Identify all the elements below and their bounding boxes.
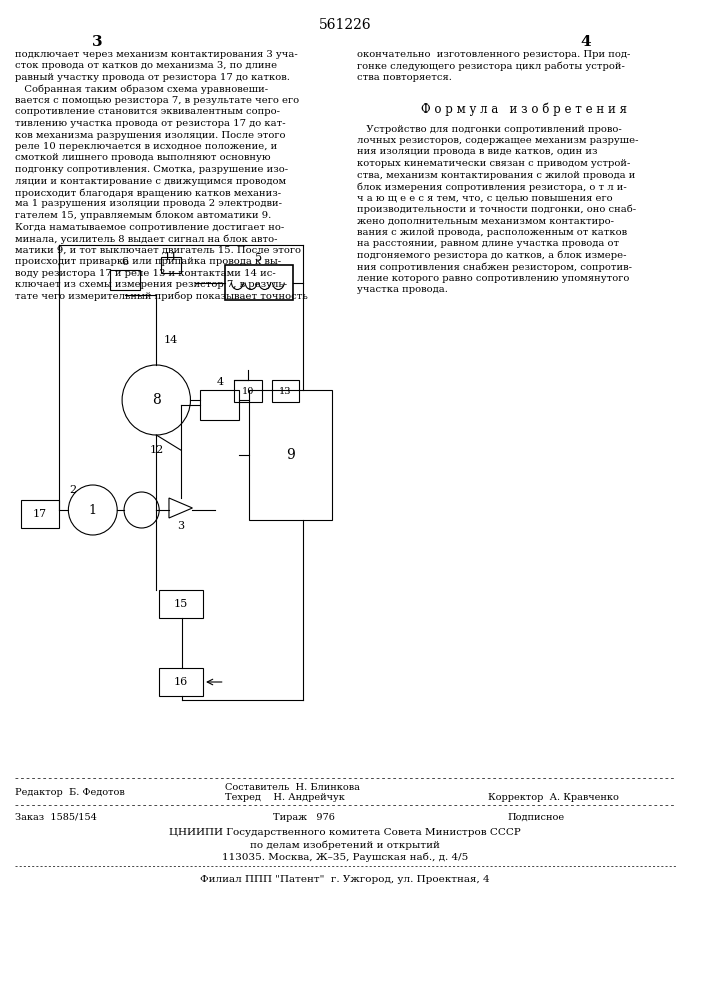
Text: Редактор  Б. Федотов: Редактор Б. Федотов [15,788,124,797]
Text: тивлению участка провода от резистора 17 до кат-: тивлению участка провода от резистора 17… [15,119,286,128]
Text: смоткой лишнего провода выполняют основную: смоткой лишнего провода выполняют основн… [15,153,270,162]
Text: 14: 14 [164,335,178,345]
Bar [200,390,239,420]
Text: 561226: 561226 [318,18,371,32]
Text: 4: 4 [580,35,591,49]
Text: ков механизма разрушения изоляции. После этого: ков механизма разрушения изоляции. После… [15,130,285,139]
Text: блок измерения сопротивления резистора, о т л и-: блок измерения сопротивления резистора, … [356,182,626,192]
Text: Собранная таким образом схема уравновеши-: Собранная таким образом схема уравновеши… [15,85,268,94]
Text: 5: 5 [255,253,262,263]
Text: 16: 16 [174,677,188,687]
Text: 2: 2 [70,485,77,495]
Bar [271,380,299,402]
Text: ства, механизм контактирования с жилой провода и: ства, механизм контактирования с жилой п… [356,170,635,180]
Text: ключает из схемы измерения резистор 7, в резуль-: ключает из схемы измерения резистор 7, в… [15,280,287,289]
Text: происходит благодаря вращению катков механиз-: происходит благодаря вращению катков мех… [15,188,281,198]
Text: Подписное: Подписное [508,813,565,822]
Text: на расстоянии, равном длине участка провода от: на расстоянии, равном длине участка пров… [356,239,619,248]
Text: жено дополнительным механизмом контактиро-: жено дополнительным механизмом контактир… [356,217,614,226]
Text: Заказ  1585/154: Заказ 1585/154 [15,813,97,822]
Text: производительности и точности подгонки, оно снаб-: производительности и точности подгонки, … [356,205,636,215]
Text: 12: 12 [149,445,163,455]
Text: 1: 1 [89,504,97,516]
Text: участка провода.: участка провода. [356,286,448,294]
Bar [159,590,203,618]
Text: ства повторяется.: ства повторяется. [356,73,451,82]
Text: гонке следующего резистора цикл работы устрой-: гонке следующего резистора цикл работы у… [356,62,624,71]
Bar [21,500,59,528]
Text: тате чего измерительный прибор показывает точность: тате чего измерительный прибор показывае… [15,292,308,301]
Text: 9: 9 [286,448,295,462]
Text: вается с помощью резистора 7, в результате чего его: вается с помощью резистора 7, в результа… [15,96,299,105]
Text: Филиал ППП "Патент"  г. Ужгород, ул. Проектная, 4: Филиал ППП "Патент" г. Ужгород, ул. Прое… [200,875,490,884]
Text: 6: 6 [122,257,129,267]
Text: ния изоляции провода в виде катков, один из: ния изоляции провода в виде катков, один… [356,147,597,156]
Bar [235,380,262,402]
Text: сопротивление становится эквивалентным сопро-: сопротивление становится эквивалентным с… [15,107,280,116]
Text: Тираж   976: Тираж 976 [274,813,335,822]
Text: 13: 13 [279,386,291,395]
Text: 15: 15 [174,599,188,609]
Text: ния сопротивления снабжен резистором, сопротив-: ния сопротивления снабжен резистором, со… [356,262,631,272]
Text: реле 10 переключается в исходное положение, и: реле 10 переключается в исходное положен… [15,142,277,151]
Text: гателем 15, управляемым блоком автоматики 9.: гателем 15, управляемым блоком автоматик… [15,211,271,221]
Text: которых кинематически связан с приводом устрой-: которых кинематически связан с приводом … [356,159,630,168]
Text: Составитель  Н. Блинкова: Составитель Н. Блинкова [225,783,360,792]
Text: 10: 10 [242,386,255,395]
Text: происходит приварка или припайка провода к вы-: происходит приварка или припайка провода… [15,257,281,266]
Text: ЦНИИПИ Государственного комитета Совета Министров СССР: ЦНИИПИ Государственного комитета Совета … [169,828,520,837]
Text: окончательно  изготовленного резистора. При под-: окончательно изготовленного резистора. П… [356,50,630,59]
Text: матики 9, и тот выключает двигатель 15. После этого: матики 9, и тот выключает двигатель 15. … [15,245,300,254]
Text: равный участку провода от резистора 17 до катков.: равный участку провода от резистора 17 д… [15,73,290,82]
Text: ляции и контактирование с движущимся проводом: ляции и контактирование с движущимся про… [15,176,286,186]
Text: Ф о р м у л а   и з о б р е т е н и я: Ф о р м у л а и з о б р е т е н и я [421,103,626,116]
Text: подгонку сопротивления. Смотка, разрушение изо-: подгонку сопротивления. Смотка, разрушен… [15,165,288,174]
Text: 4: 4 [216,377,223,387]
Text: ление которого равно сопротивлению упомянутого: ление которого равно сопротивлению упомя… [356,274,629,283]
Text: подключает через механизм контактирования 3 уча-: подключает через механизм контактировани… [15,50,298,59]
Text: 8: 8 [152,393,160,407]
Bar [161,257,181,273]
Text: 17: 17 [33,509,47,519]
Text: Когда наматываемое сопротивление достигает но-: Когда наматываемое сопротивление достига… [15,223,284,232]
Text: 3: 3 [177,521,185,531]
Text: лочных резисторов, содержащее механизм разруше-: лочных резисторов, содержащее механизм р… [356,136,638,145]
Text: подгоняемого резистора до катков, а блок измере-: подгоняемого резистора до катков, а блок… [356,251,626,260]
Text: минала, усилитель 8 выдает сигнал на блок авто-: минала, усилитель 8 выдает сигнал на бло… [15,234,277,243]
Text: 113035. Москва, Ж–35, Раушская наб., д. 4/5: 113035. Москва, Ж–35, Раушская наб., д. … [222,852,468,861]
Text: вания с жилой провода, расположенным от катков: вания с жилой провода, расположенным от … [356,228,626,237]
Text: Корректор  А. Кравченко: Корректор А. Кравченко [489,793,619,802]
Bar [225,265,293,300]
Bar [110,270,140,290]
Text: 11: 11 [164,252,178,262]
Text: воду резистора 17 и реле 13 и контактами 14 ис-: воду резистора 17 и реле 13 и контактами… [15,268,276,277]
Bar [249,390,332,520]
Text: ч а ю щ е е с я тем, что, с целью повышения его: ч а ю щ е е с я тем, что, с целью повыше… [356,194,612,202]
Text: сток провода от катков до механизма 3, по длине: сток провода от катков до механизма 3, п… [15,62,276,70]
Text: 3: 3 [93,35,103,49]
Text: ма 1 разрушения изоляции провода 2 электродви-: ма 1 разрушения изоляции провода 2 элект… [15,200,281,209]
Bar [159,668,203,696]
Text: Техред    Н. Андрейчук: Техред Н. Андрейчук [225,793,344,802]
Text: по делам изобретений и открытий: по делам изобретений и открытий [250,840,440,850]
Text: Устройство для подгонки сопротивлений прово-: Устройство для подгонки сопротивлений пр… [356,124,621,133]
